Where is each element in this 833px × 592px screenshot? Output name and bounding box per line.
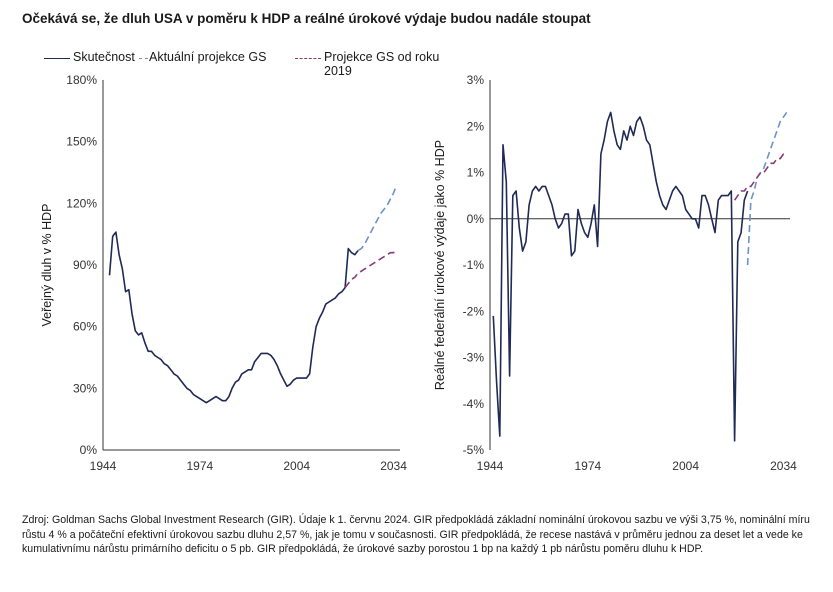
y-tick-label: 120% bbox=[66, 196, 97, 210]
y-axis-label: Reálné federální úrokové výdaje jako % H… bbox=[433, 140, 447, 390]
legend-label-actual: Skutečnost bbox=[73, 50, 135, 64]
y-tick-label: 1% bbox=[467, 166, 485, 180]
y-tick-label: 0% bbox=[80, 443, 98, 457]
series-line-1 bbox=[746, 111, 788, 266]
y-tick-label: 90% bbox=[73, 258, 97, 272]
y-tick-label: -4% bbox=[463, 397, 485, 411]
chart-real-interest-expense: -5% -4% -3% -2% -1% 0% 1% 2% 3% 1944 1974 2004 2034 R… bbox=[433, 73, 797, 473]
x-tick-label: 1944 bbox=[90, 459, 117, 473]
x-tick-label: 2034 bbox=[770, 459, 797, 473]
x-tick-label: 1944 bbox=[477, 459, 504, 473]
y-tick-label: 150% bbox=[66, 135, 97, 149]
source-footnote: Zdroj: Goldman Sachs Global Investment R… bbox=[22, 514, 810, 555]
x-tick-label: 1974 bbox=[574, 459, 601, 473]
y-tick-label: -3% bbox=[463, 351, 485, 365]
x-tick-label: 1974 bbox=[186, 459, 213, 473]
y-tick-label: 60% bbox=[73, 320, 97, 334]
series-line-0 bbox=[492, 111, 749, 442]
chart-title: Očekává se, že dluh USA v poměru k HDP a… bbox=[22, 11, 591, 26]
y-tick-label: 180% bbox=[66, 73, 97, 87]
series-line-1 bbox=[357, 184, 398, 252]
y-tick-label: 3% bbox=[467, 73, 485, 87]
y-tick-label: 2% bbox=[467, 119, 485, 133]
series-line-0 bbox=[108, 231, 359, 404]
legend-swatch-actual bbox=[44, 58, 70, 59]
legend-swatch-2019-projection bbox=[295, 58, 321, 59]
y-tick-label: -5% bbox=[463, 443, 485, 457]
y-tick-label: -2% bbox=[463, 304, 485, 318]
y-axis-label: Veřejný dluh v % HDP bbox=[40, 204, 54, 327]
x-tick-label: 2004 bbox=[672, 459, 699, 473]
chart-debt-to-gdp: 0% 30% 60% 90% 120% 150% 180% 1944 1974 2004 2034 V… bbox=[40, 73, 407, 473]
x-tick-label: 2034 bbox=[380, 459, 407, 473]
y-tick-label: 0% bbox=[467, 212, 485, 226]
y-tick-label: -1% bbox=[463, 258, 485, 272]
y-tick-label: 30% bbox=[73, 381, 97, 395]
series-line-2 bbox=[344, 249, 398, 289]
x-tick-label: 2004 bbox=[283, 459, 310, 473]
legend-label-current-projection: Aktuální projekce GS bbox=[149, 50, 267, 64]
legend-swatch-current-projection bbox=[139, 58, 148, 59]
series-line-2 bbox=[733, 153, 787, 201]
legend-label-2019-projection: Projekce GS od roku 2019 bbox=[324, 50, 440, 78]
